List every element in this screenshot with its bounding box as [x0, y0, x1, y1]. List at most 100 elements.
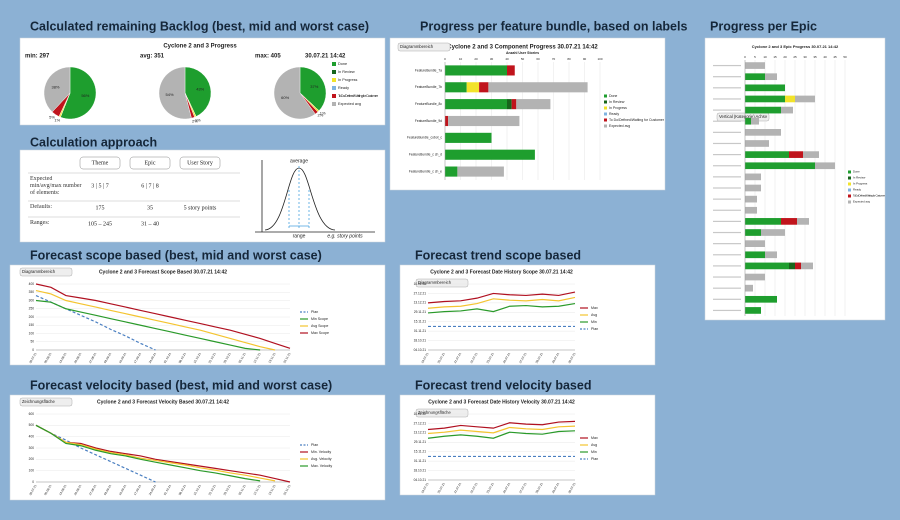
bar-segment	[801, 262, 813, 270]
bar-segment	[448, 115, 520, 127]
series-line	[35, 424, 261, 482]
label: 0	[32, 480, 34, 484]
bar-segment	[785, 95, 795, 103]
label: To Do/Defined/Waiting for Customer	[609, 118, 665, 122]
label: 03.09.21	[103, 352, 112, 364]
label: max: 405	[255, 54, 281, 60]
curve-label: range	[293, 233, 306, 239]
heading: Forecast trend scope based	[415, 248, 581, 262]
tooltip-box	[397, 42, 451, 52]
label: 20.08.21	[73, 352, 82, 364]
panel	[389, 37, 666, 191]
label: 28.07.21	[535, 482, 544, 494]
legend-swatch	[848, 194, 851, 198]
label: 200	[29, 457, 35, 461]
bar-segment	[797, 218, 809, 225]
label: 12.11.21	[252, 352, 261, 364]
label: Min	[591, 450, 597, 454]
label-placeholder	[713, 120, 741, 122]
cell: 6 | 7 | 8	[141, 183, 158, 189]
label: 24.09.21	[148, 352, 157, 364]
bar-segment	[745, 307, 761, 314]
label: 17.09.21	[133, 484, 142, 496]
label: 1%	[54, 117, 60, 122]
label-placeholder	[713, 76, 741, 78]
label: 200	[29, 315, 35, 319]
label: 04.10.21	[414, 478, 427, 482]
label: 13.08.21	[58, 352, 67, 364]
label-placeholder	[713, 87, 741, 89]
bar-segment	[516, 99, 551, 110]
label: 37%	[310, 84, 318, 89]
bar-segment	[466, 82, 480, 93]
pie-slice	[158, 66, 192, 120]
cell: 35	[147, 205, 153, 211]
label: 13.12.21	[414, 431, 427, 435]
legend-swatch	[604, 106, 607, 110]
label: 30	[490, 57, 494, 61]
tooltip-box	[19, 267, 73, 277]
label: Min. Velocity	[311, 450, 331, 454]
series-line	[35, 299, 261, 351]
label: Done	[609, 94, 617, 98]
label: 50	[521, 57, 525, 61]
label: 20.07.21	[437, 482, 446, 494]
bar-segment	[445, 65, 507, 76]
heading: Forecast velocity based (best, mid and w…	[30, 378, 332, 392]
label: 20.07.21	[437, 352, 446, 364]
label: 18.10.21	[414, 468, 427, 472]
label: Plan	[591, 327, 598, 331]
label-placeholder	[713, 165, 741, 167]
label: Diagrammbereich	[400, 44, 434, 49]
label: 30.07.21	[28, 484, 37, 496]
bar-segment	[745, 295, 777, 303]
bar-segment	[445, 115, 449, 127]
column-header: Epic	[145, 160, 156, 166]
tooltip-box	[415, 408, 469, 418]
label-placeholder	[713, 254, 741, 256]
label: FeatureBundle_9d	[415, 119, 442, 123]
label-placeholder	[713, 231, 741, 234]
pie-slice	[60, 66, 97, 120]
label: 27.08.21	[88, 484, 97, 496]
label: 29.11.21	[414, 310, 426, 314]
label: 10.09.21	[118, 352, 127, 364]
label: 27.12.21	[414, 421, 427, 425]
label: FeatureBundle_c ch_d	[409, 153, 442, 157]
label: Cyclone 2 and 3 Epic Progress 30.07.21 1…	[752, 44, 839, 49]
label: In Progress	[853, 182, 868, 186]
legend-swatch	[848, 200, 851, 204]
label: min: 297	[25, 54, 50, 60]
label: FeatureBundle_8c	[415, 102, 442, 106]
label-placeholder	[713, 198, 741, 200]
label: 30.07.21	[567, 482, 576, 494]
label: Plan	[311, 443, 318, 447]
label: 01.10.21	[163, 352, 172, 364]
label: In Review	[338, 70, 355, 74]
label: 15	[773, 55, 777, 59]
label: 23.07.21	[486, 352, 495, 364]
label: Zeichnungsfläche	[418, 410, 451, 415]
label: 27.07.21	[518, 352, 527, 364]
label-placeholder	[713, 142, 741, 145]
label: 56%	[81, 93, 89, 98]
label: 10	[459, 57, 463, 61]
label: Avg Scope	[311, 324, 328, 328]
bar-segment	[745, 173, 761, 181]
pie-slice	[184, 66, 212, 117]
bar-segment	[745, 84, 785, 92]
row-label-text: Expected min/avg/max number of elements:	[30, 176, 82, 196]
label: 2%	[318, 113, 324, 118]
label: 25	[793, 55, 797, 59]
label: 27.07.21	[518, 482, 527, 494]
label: 12.11.21	[252, 484, 261, 496]
label: 29.10.21	[222, 484, 231, 496]
label: 22.07.21	[469, 352, 478, 364]
bar-segment	[745, 262, 789, 270]
normal-curve	[255, 160, 375, 233]
legend-swatch	[332, 62, 336, 66]
label-placeholder	[713, 154, 741, 156]
bar-segment	[745, 62, 765, 69]
label: 600	[29, 412, 35, 416]
cell: 5 story points	[184, 205, 217, 211]
